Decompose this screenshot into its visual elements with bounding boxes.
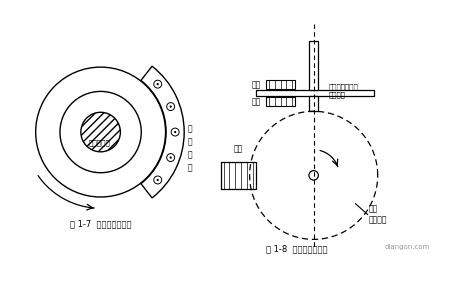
Text: 初级: 初级 bbox=[233, 144, 243, 153]
Text: 圆盘
（次级）: 圆盘 （次级） bbox=[369, 204, 388, 225]
Text: 图 1-7  弧型直线电动机: 图 1-7 弧型直线电动机 bbox=[70, 219, 131, 228]
Circle shape bbox=[171, 128, 179, 136]
Text: 形: 形 bbox=[188, 138, 192, 147]
Text: 初: 初 bbox=[188, 151, 192, 160]
Bar bbox=[267, 80, 295, 89]
Circle shape bbox=[170, 157, 172, 159]
Circle shape bbox=[167, 103, 175, 110]
Bar bbox=[221, 162, 255, 189]
Wedge shape bbox=[141, 66, 184, 198]
Bar bbox=[267, 97, 295, 106]
Bar bbox=[309, 41, 318, 90]
Bar bbox=[256, 90, 374, 96]
Circle shape bbox=[157, 83, 159, 85]
Text: 级: 级 bbox=[188, 164, 192, 173]
Circle shape bbox=[36, 67, 165, 197]
Circle shape bbox=[167, 154, 175, 162]
Text: 可绕轴转的圆盘
（次级）: 可绕轴转的圆盘 （次级） bbox=[328, 84, 358, 98]
Bar bbox=[309, 96, 318, 111]
Text: 图 1-8  圆盘型直线电机: 图 1-8 圆盘型直线电机 bbox=[266, 244, 328, 253]
Text: 初级: 初级 bbox=[252, 97, 261, 106]
Circle shape bbox=[309, 171, 318, 180]
Circle shape bbox=[81, 112, 121, 152]
Text: 弧: 弧 bbox=[188, 125, 192, 134]
Circle shape bbox=[174, 131, 176, 133]
Circle shape bbox=[154, 176, 162, 184]
Circle shape bbox=[170, 105, 172, 108]
Text: diangon.com: diangon.com bbox=[384, 244, 430, 250]
Circle shape bbox=[157, 179, 159, 181]
Text: 初级: 初级 bbox=[252, 80, 261, 89]
Circle shape bbox=[60, 91, 141, 173]
Text: 圆柱形次级: 圆柱形次级 bbox=[89, 139, 110, 146]
Circle shape bbox=[154, 80, 162, 88]
